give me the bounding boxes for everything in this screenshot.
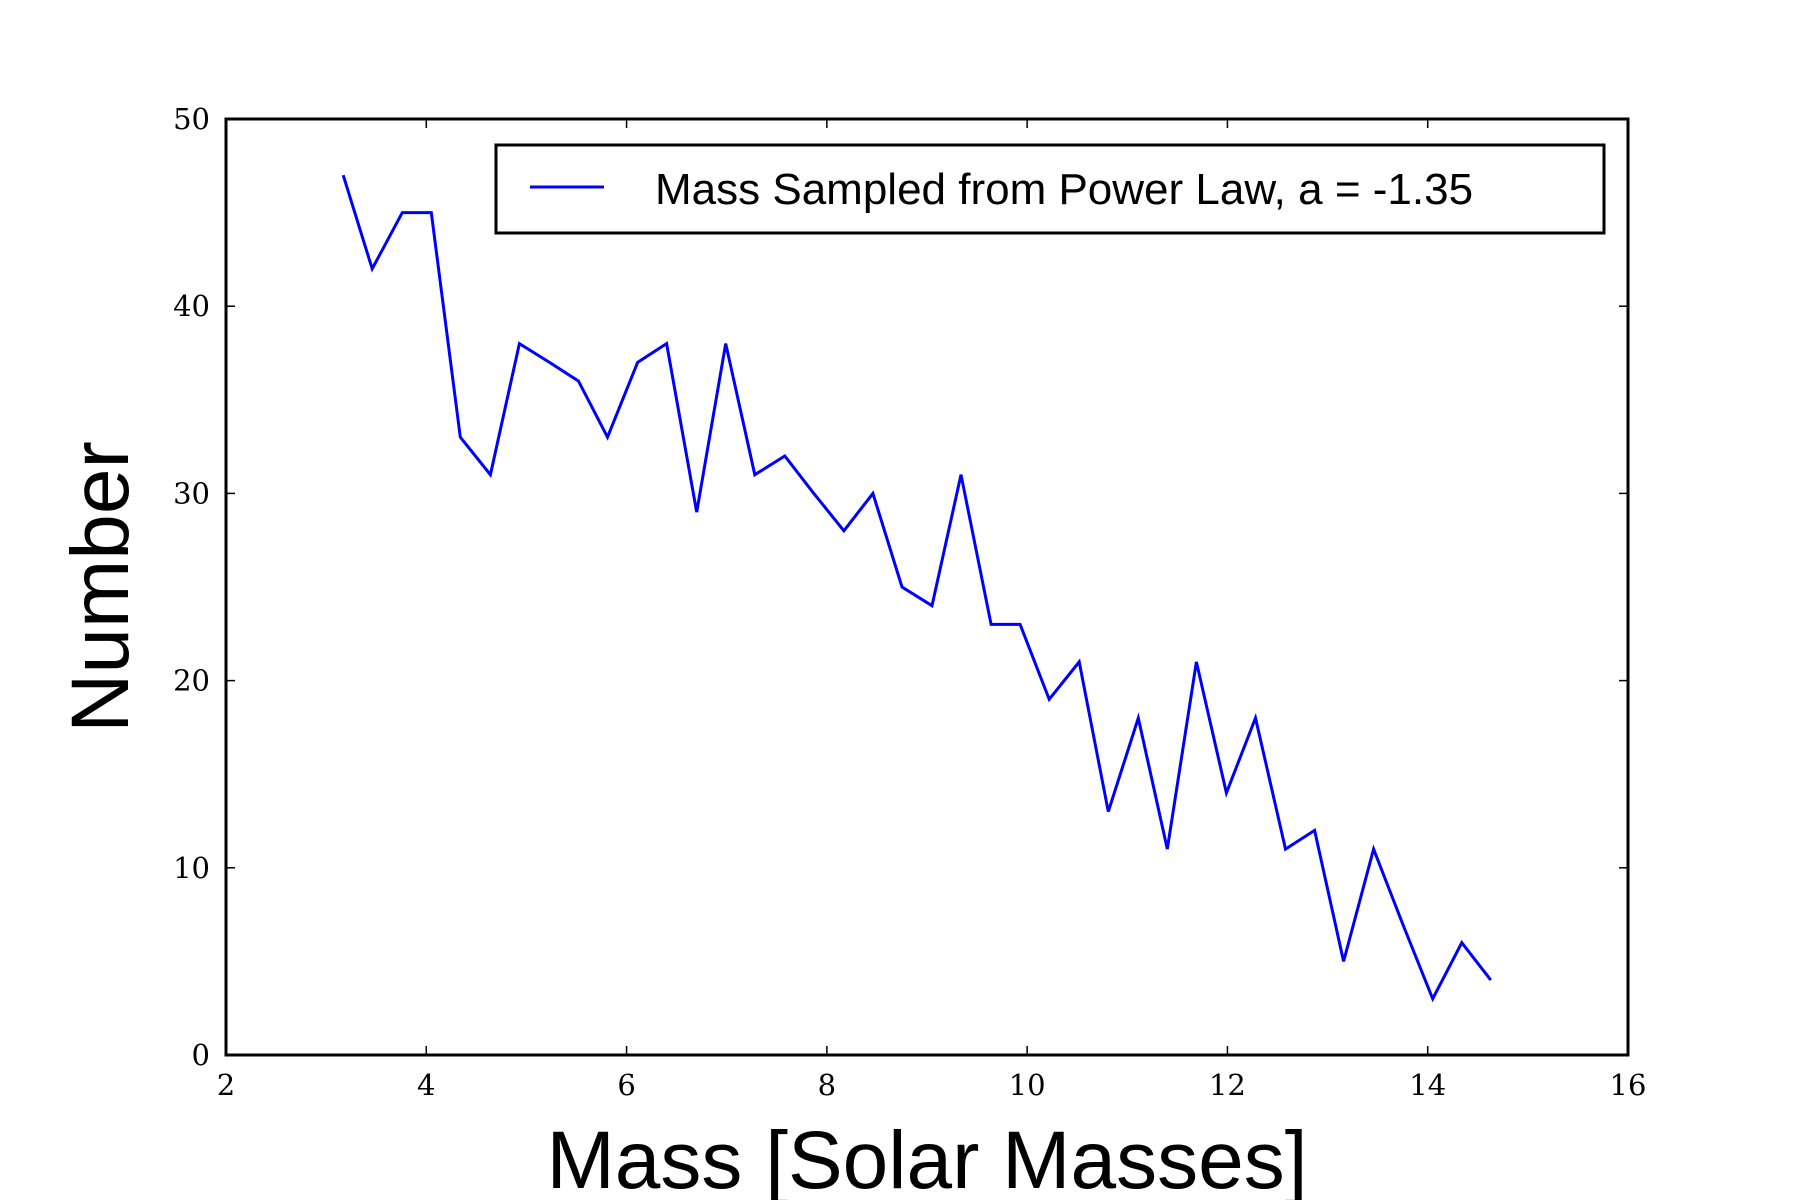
- y-tick-label: 30: [173, 476, 210, 510]
- x-tick-label: 16: [1610, 1068, 1647, 1102]
- y-tick-label: 20: [173, 664, 210, 698]
- y-tick-label: 40: [173, 289, 210, 323]
- series-line: [341, 174, 1492, 1003]
- x-tick-label: 4: [417, 1068, 435, 1102]
- x-tick-label: 6: [617, 1068, 635, 1102]
- series-layer: [341, 174, 1492, 1003]
- y-axis-label: Number: [55, 441, 146, 733]
- x-tick-label: 8: [818, 1068, 836, 1102]
- y-tick-label: 0: [192, 1038, 210, 1072]
- legend: Mass Sampled from Power Law, a = -1.35: [494, 143, 1606, 235]
- y-tick-label: 10: [173, 851, 210, 885]
- legend-label: Mass Sampled from Power Law, a = -1.35: [655, 165, 1473, 214]
- x-tick-label: 12: [1209, 1068, 1246, 1102]
- x-tick-label: 14: [1409, 1068, 1446, 1102]
- plot-frame: [224, 117, 1630, 1057]
- x-axis-label: Mass [Solar Masses]: [547, 1115, 1308, 1200]
- x-tick-label: 10: [1009, 1068, 1046, 1102]
- legend-box: [494, 143, 1606, 235]
- x-tick-label: 2: [217, 1068, 235, 1102]
- y-tick-label: 50: [173, 102, 210, 136]
- tick-labels-layer: 2 4 6 8 10 12 14 16 0 10 20 30 40 50: [173, 102, 1646, 1102]
